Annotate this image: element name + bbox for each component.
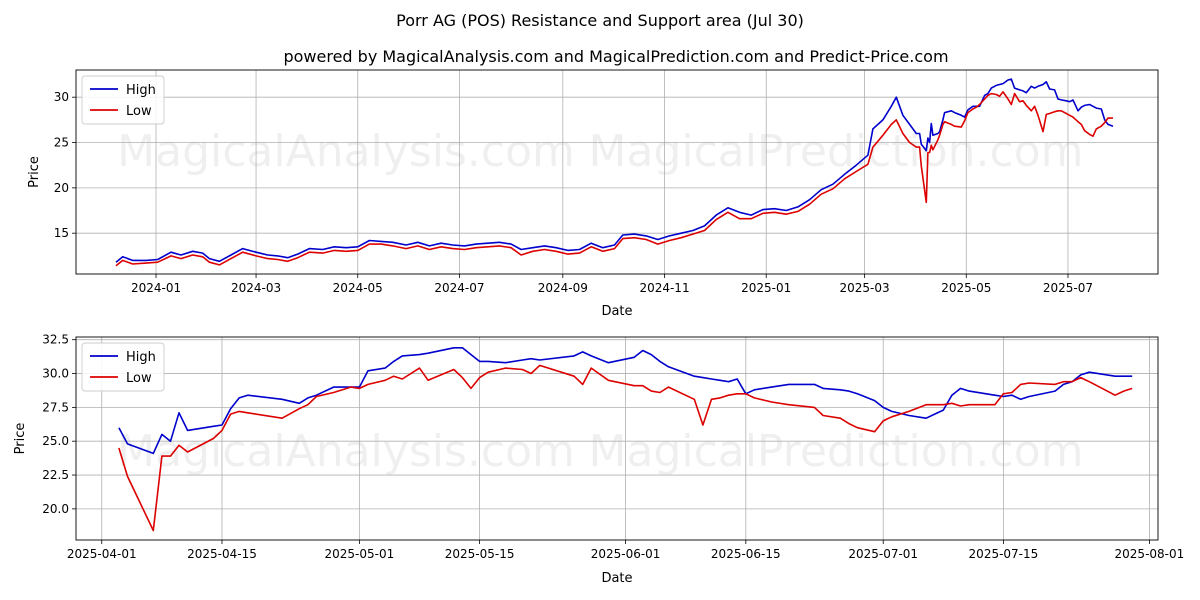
x-tick-label: 2024-05 (333, 281, 383, 295)
x-tick-label: 2025-07-01 (848, 547, 918, 561)
plot-frame (75, 69, 1159, 275)
x-tick-label: 2024-11 (639, 281, 689, 295)
plot-frame (75, 336, 1159, 541)
y-tick-label: 30.0 (42, 367, 69, 381)
x-tick-label: 2024-03 (231, 281, 281, 295)
x-tick-label: 2025-06-01 (591, 547, 661, 561)
y-tick-label: 15 (54, 226, 69, 240)
series-line-high (115, 78, 1114, 263)
x-tick-label: 2025-04-15 (187, 547, 257, 561)
series-line-high (118, 346, 1133, 455)
x-tick-label: 2025-06-15 (711, 547, 781, 561)
y-tick-label: 25 (54, 136, 69, 150)
watermark-text: MagicalPrediction.com (589, 426, 1084, 477)
y-tick-label: 30 (54, 90, 69, 104)
x-tick-label: 2024-01 (131, 281, 181, 295)
legend-box (81, 342, 165, 392)
x-tick-label: 2025-05 (941, 281, 991, 295)
legend-label-high: High (126, 350, 156, 365)
x-tick-label: 2025-05-15 (445, 547, 515, 561)
watermark-text: MagicalAnalysis.com (117, 126, 575, 177)
y-tick-label: 27.5 (42, 400, 69, 414)
y-axis-label: Price (27, 156, 42, 188)
y-axis-label: Price (13, 423, 28, 455)
x-tick-label: 2025-04-01 (67, 547, 137, 561)
y-tick-label: 25.0 (42, 434, 69, 448)
chart-title: Porr AG (POS) Resistance and Support are… (396, 11, 804, 30)
x-tick-label: 2025-07-15 (969, 547, 1039, 561)
x-tick-label: 2024-09 (538, 281, 588, 295)
y-tick-label: 22.5 (42, 468, 69, 482)
chart-subtitle: powered by MagicalAnalysis.com and Magic… (283, 47, 948, 66)
series-line-low (118, 364, 1133, 532)
x-axis-label: Date (601, 304, 632, 319)
x-axis-label: Date (601, 571, 632, 586)
series-line-low (115, 91, 1113, 267)
legend-label-low: Low (126, 371, 152, 386)
x-tick-label: 2025-05-01 (325, 547, 395, 561)
x-tick-label: 2025-01 (741, 281, 791, 295)
legend-box (81, 75, 165, 125)
x-tick-label: 2025-03 (840, 281, 890, 295)
x-tick-label: 2024-07 (434, 281, 484, 295)
watermark-text: MagicalPrediction.com (589, 126, 1084, 177)
legend-label-low: Low (126, 104, 152, 119)
watermark-text: MagicalAnalysis.com (117, 426, 575, 477)
y-tick-label: 32.5 (42, 333, 69, 347)
x-tick-label: 2025-08-01 (1115, 547, 1185, 561)
x-tick-label: 2025-07 (1043, 281, 1093, 295)
bottom-panel: MagicalAnalysis.com MagicalPrediction.com… (13, 333, 1184, 586)
top-panel: MagicalAnalysis.com MagicalPrediction.com… (27, 69, 1159, 319)
y-tick-label: 20.0 (42, 502, 69, 516)
y-tick-label: 20 (54, 181, 69, 195)
legend-label-high: High (126, 83, 156, 98)
